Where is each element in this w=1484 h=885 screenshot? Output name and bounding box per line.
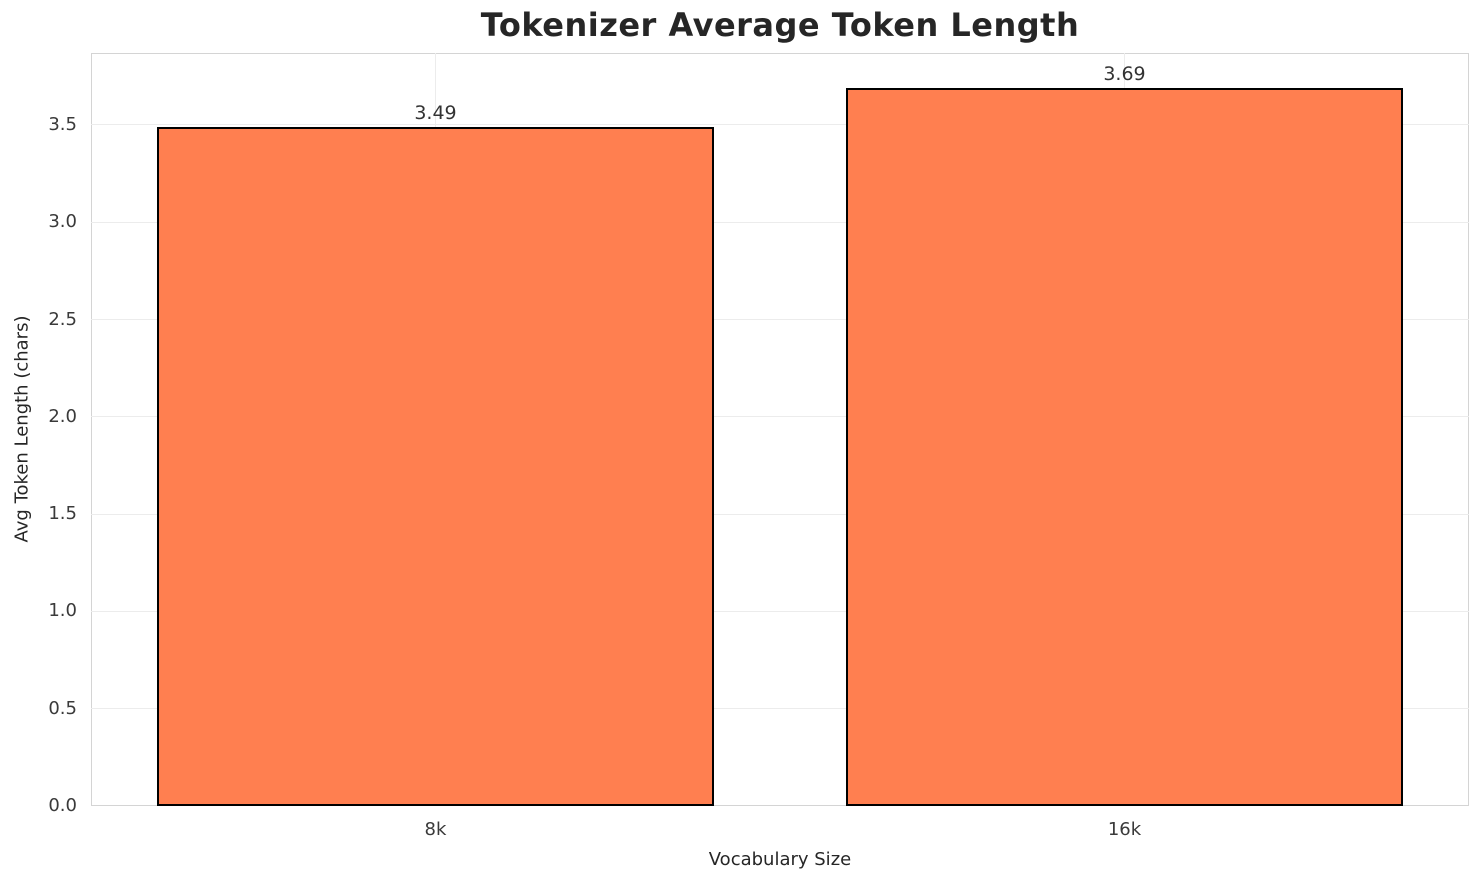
x-axis-label: Vocabulary Size [708, 849, 852, 870]
y-tick-label: 3.5 [48, 113, 77, 135]
y-tick-label: 2.5 [48, 308, 77, 330]
x-tick-label: 8k [424, 819, 447, 840]
y-tick-label: 0.0 [48, 795, 77, 816]
y-gridline [91, 610, 1469, 612]
bar-16k [846, 88, 1403, 806]
y-gridline [91, 319, 1469, 321]
x-tick-label: 16k [1107, 819, 1142, 840]
chart-title: Tokenizer Average Token Length [480, 6, 1080, 44]
y-tick-label: 3.0 [48, 211, 77, 233]
bar-value-label: 3.49 [414, 101, 457, 124]
bar-8k [157, 126, 714, 806]
bar-value-label: 3.69 [1103, 63, 1146, 86]
y-gridline [91, 221, 1469, 223]
y-gridline [91, 416, 1469, 418]
y-tick-label: 0.5 [48, 697, 77, 719]
y-tick-label: 1.0 [48, 600, 77, 622]
y-gridline [91, 513, 1469, 515]
y-tick-label: 1.5 [48, 503, 77, 525]
y-gridline [91, 124, 1469, 126]
y-tick-label: 2.0 [48, 405, 77, 427]
y-gridline [91, 708, 1469, 710]
